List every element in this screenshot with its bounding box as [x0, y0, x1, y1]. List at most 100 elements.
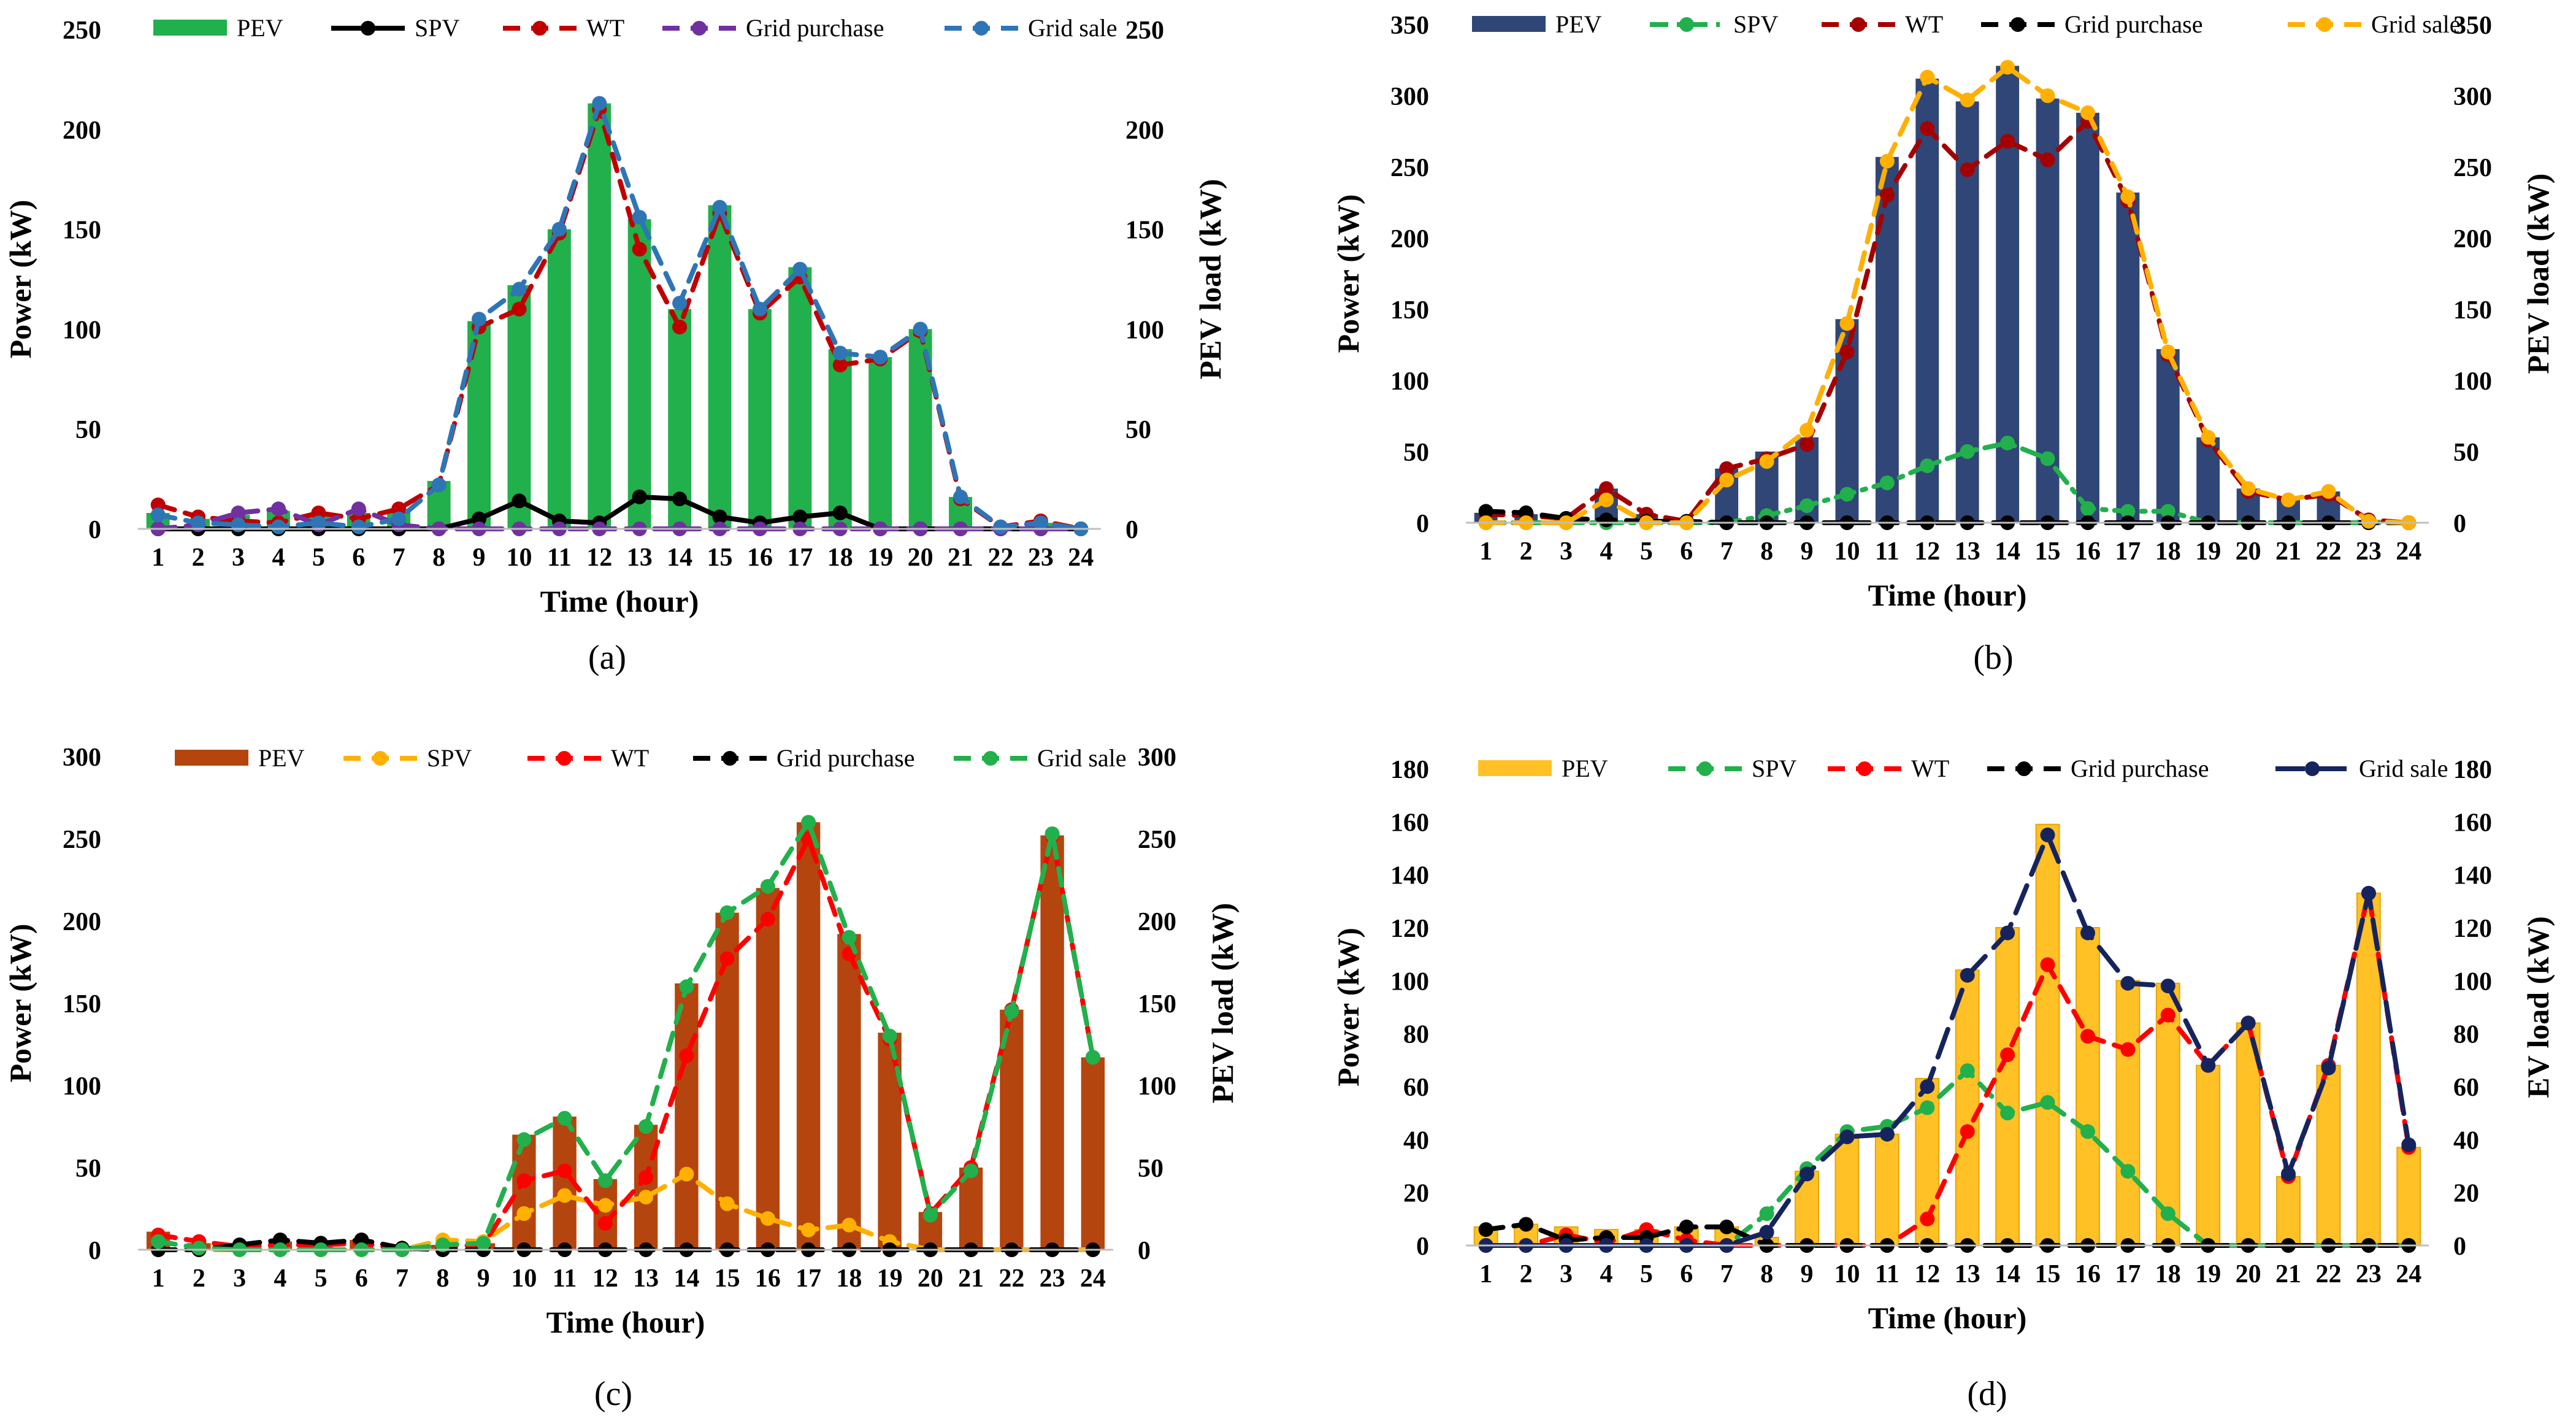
- x-tick-label: 3: [1560, 537, 1573, 566]
- x-tick-label: 19: [2195, 1260, 2221, 1288]
- point-wt-12: [1920, 121, 1935, 136]
- y-tick-label-left: 60: [1403, 1074, 1429, 1102]
- point-wt-13: [1960, 1124, 1975, 1139]
- legend-marker-grid-purchase: [723, 751, 737, 766]
- point-grid-sale-24: [1085, 1050, 1100, 1065]
- chart-panel-b: 1 2 3 4 5 6 7 8 9 10 11 12 13 14 15 16 17 18 19 20 21 22 23 240…: [1331, 10, 2555, 677]
- legend-label-spv: SPV: [427, 744, 472, 772]
- point-spv-16: [2080, 1124, 2095, 1139]
- legend-item-spv: SPV: [1668, 755, 1796, 782]
- x-tick-label: 13: [633, 1264, 659, 1293]
- point-grid-sale-17: [2120, 189, 2136, 204]
- y-axis-title-left: Power (kW): [1331, 194, 1365, 353]
- x-tick-label: 22: [2316, 537, 2342, 566]
- x-tick-label: 23: [2356, 1260, 2382, 1288]
- point-grid-sale-18: [832, 345, 848, 361]
- x-tick-label: 1: [152, 1264, 165, 1293]
- x-tick-label: 23: [1028, 544, 1054, 572]
- legend-label-spv: SPV: [1733, 10, 1778, 38]
- x-tick-label: 21: [2275, 537, 2301, 566]
- point-grid-sale-20: [922, 1207, 938, 1223]
- bar-pev-17: [2116, 192, 2140, 523]
- point-wt-13: [1960, 162, 1975, 177]
- legend-label-spv: SPV: [1752, 755, 1796, 782]
- x-tick-label: 18: [827, 544, 853, 572]
- point-grid-purchase-2: [1519, 1217, 1534, 1232]
- x-tick-label: 12: [1914, 1260, 1940, 1288]
- y-tick-label-right: 0: [2453, 510, 2466, 538]
- y-tick-label-left: 350: [1390, 12, 1429, 40]
- y-tick-label-right: 0: [1125, 516, 1138, 544]
- point-wt-11: [1879, 188, 1895, 203]
- point-grid-purchase-6: [1679, 1219, 1694, 1234]
- point-grid-sale-1: [150, 507, 166, 523]
- legend-label-grid-purchase: Grid purchase: [2064, 10, 2202, 38]
- point-grid-sale-14: [679, 979, 694, 995]
- y-tick-label-left: 100: [63, 1072, 101, 1101]
- point-grid-sale-15: [712, 199, 727, 215]
- y-tick-label-left: 0: [88, 516, 101, 544]
- point-grid-sale-14: [2000, 60, 2015, 75]
- legend-item-grid-purchase: Grid purchase: [693, 744, 914, 772]
- legend-item-spv: SPV: [1650, 10, 1778, 38]
- y-tick-label-right: 120: [2453, 915, 2492, 943]
- bar-pev-19: [2196, 1064, 2221, 1246]
- point-grid-sale-10: [1839, 1130, 1855, 1144]
- point-wt-9: [1800, 437, 1814, 452]
- point-grid-sale-16: [2080, 925, 2095, 941]
- x-tick-label: 6: [1680, 537, 1693, 566]
- point-spv-18: [841, 1217, 857, 1233]
- y-tick-label-right: 180: [2453, 756, 2492, 784]
- legend-label-wt: WT: [1905, 10, 1943, 38]
- y-tick-label-right: 200: [1125, 117, 1164, 145]
- bar-pev-23: [1040, 835, 1064, 1250]
- y-tick-label-left: 150: [63, 990, 101, 1018]
- y-tick-label-left: 80: [1403, 1021, 1429, 1049]
- point-grid-sale-2: [191, 1241, 207, 1256]
- x-tick-label: 10: [1834, 537, 1860, 566]
- x-tick-label: 24: [1080, 1264, 1106, 1293]
- x-tick-label: 11: [553, 1264, 577, 1293]
- point-grid-sale-15: [2040, 827, 2055, 842]
- x-tick-label: 14: [1995, 1260, 2020, 1288]
- y-axis-title-left: Power (kW): [1331, 928, 1365, 1087]
- legend-label-wt: WT: [586, 14, 624, 42]
- legend-marker-grid-purchase: [692, 21, 707, 36]
- point-spv-18: [832, 506, 848, 520]
- x-tick-label: 14: [1995, 537, 2020, 566]
- point-grid-sale-22: [2321, 1060, 2336, 1076]
- y-tick-label-right: 100: [1125, 316, 1164, 344]
- legend-marker-grid-sale: [2317, 17, 2332, 32]
- point-spv-13: [1960, 1063, 1975, 1079]
- y-tick-label-right: 150: [1138, 990, 1176, 1018]
- point-grid-sale-8: [431, 477, 447, 493]
- x-tick-label: 16: [747, 544, 773, 572]
- legend-item-pev: PEV: [1472, 10, 1602, 38]
- legend-item-pev: PEV: [175, 744, 305, 772]
- chart-panel-c: 1 2 3 4 5 6 7 8 9 10 11 12 13 14 15 16 17 18 19 20 21 22 23 240…: [3, 744, 1240, 1413]
- bar-pev-14: [675, 983, 699, 1250]
- point-wt-11: [557, 1163, 572, 1179]
- bar-pev-16: [2076, 927, 2100, 1246]
- x-tick-label: 1: [151, 544, 164, 572]
- point-grid-sale-16: [753, 301, 767, 317]
- point-spv-10: [1839, 487, 1855, 502]
- legend-marker-wt: [1857, 761, 1872, 776]
- point-spv-17: [801, 1222, 816, 1237]
- point-wt-12: [597, 1216, 613, 1231]
- y-tick-label-left: 200: [63, 908, 101, 936]
- x-tick-label: 6: [352, 544, 365, 572]
- legend-label-spv: SPV: [415, 14, 459, 42]
- legend-marker-wt: [557, 751, 572, 766]
- y-tick-label-right: 60: [2453, 1074, 2479, 1102]
- point-grid-sale-4: [271, 519, 286, 534]
- point-grid-sale-23: [2361, 885, 2376, 901]
- bar-pev-16: [748, 309, 772, 529]
- bar-pev-21: [2276, 1176, 2301, 1247]
- legend-marker-spv: [1698, 761, 1712, 776]
- bar-pev-12: [1915, 79, 1939, 523]
- y-tick-label-left: 180: [1390, 756, 1429, 784]
- x-tick-label: 19: [867, 544, 893, 572]
